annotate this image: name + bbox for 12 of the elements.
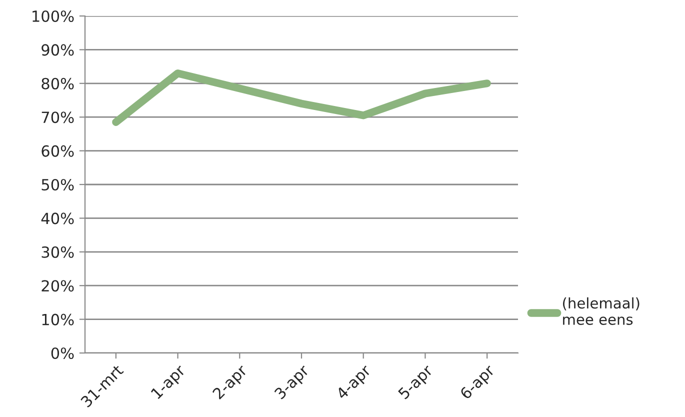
y-tick-label: 30% <box>42 246 74 258</box>
y-tick-label: 40% <box>41 212 74 224</box>
y-tick-label: 50% <box>42 178 74 191</box>
y-tick-label: 20% <box>42 280 74 292</box>
y-tick-label: 90% <box>42 44 74 56</box>
y-tick-label: 60% <box>42 145 74 157</box>
y-tick-label: 80% <box>42 78 74 90</box>
y-tick-label: 10% <box>42 314 74 326</box>
y-tick-label: 70% <box>42 112 74 124</box>
y-tick-label: 100% <box>32 10 74 22</box>
legend-label: (helemaal) mee eens <box>563 297 640 325</box>
y-tick-label: 0% <box>51 347 74 360</box>
